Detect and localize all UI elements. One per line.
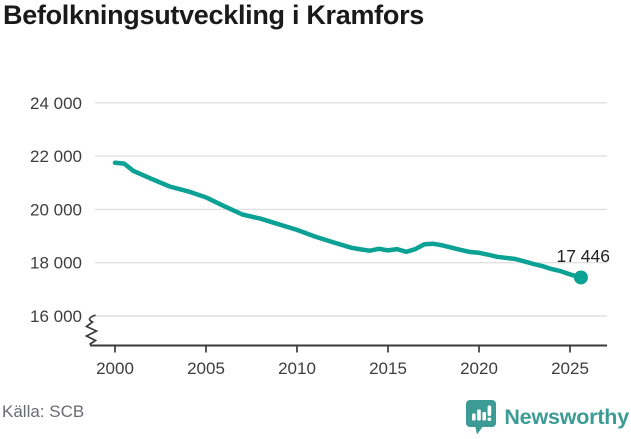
axis-break-icon [84, 314, 99, 346]
speech-bubble-shape [466, 400, 497, 435]
y-tick-label: 20 000 [30, 200, 82, 219]
population-line [112, 160, 584, 280]
newsworthy-wordmark: Newsworthy [504, 404, 629, 429]
x-tick-label: 2010 [278, 359, 316, 378]
bar-2 [477, 409, 482, 421]
x-tick-label: 2020 [460, 359, 498, 378]
y-tick-label: 16 000 [30, 307, 82, 326]
end-point-dot [573, 270, 588, 285]
x-tick-label: 2000 [96, 359, 134, 378]
population-line-chart: 24 000 22 000 20 000 18 000 16 000 2000 2005 20… [30, 94, 610, 378]
newsworthy-logo-icon [465, 399, 497, 435]
x-tick-label: 2025 [551, 359, 589, 378]
y-tick-label: 22 000 [30, 147, 82, 166]
x-tick-label: 2005 [187, 359, 225, 378]
y-tick-label: 24 000 [30, 94, 82, 113]
y-tick-label: 18 000 [30, 254, 82, 273]
source-credit: Källa: SCB [2, 402, 85, 421]
exclamation-dot [487, 417, 492, 421]
x-tick-label: 2015 [369, 359, 407, 378]
bar-1 [472, 413, 476, 421]
exclamation-stem [487, 405, 492, 416]
page-title: Befolkningsutveckling i Kramfors [3, 0, 424, 30]
end-value-label: 17 446 [556, 246, 610, 266]
bar-3 [482, 412, 487, 421]
newsworthy-logo[interactable]: Newsworthy [465, 399, 629, 435]
